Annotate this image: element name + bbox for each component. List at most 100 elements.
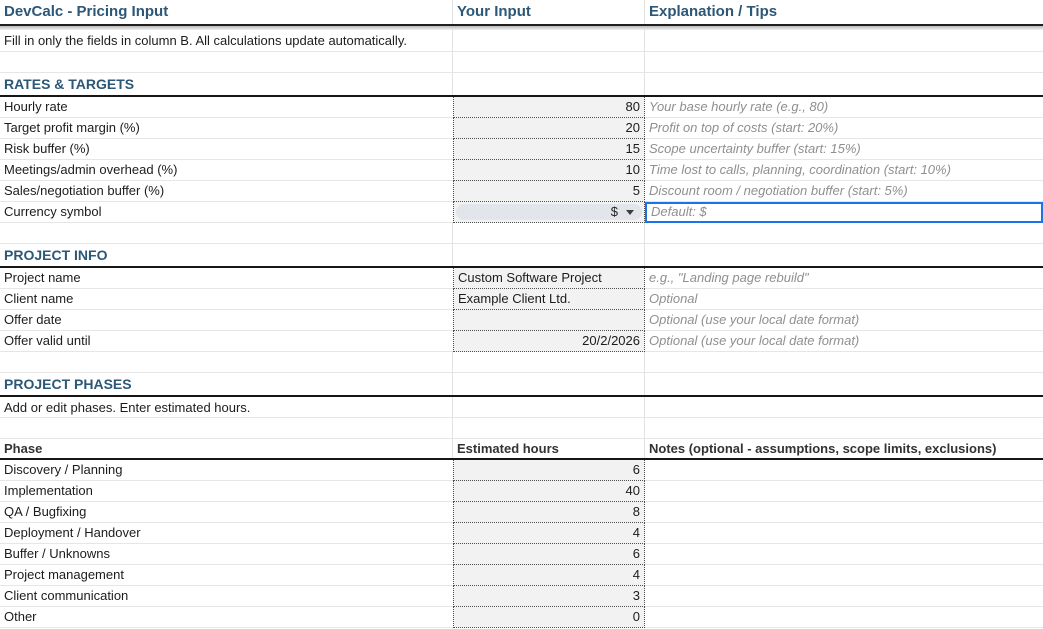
row-hourly-rate: Hourly rate 80 Your base hourly rate (e.…: [0, 97, 1043, 118]
chevron-down-icon: [626, 209, 634, 215]
input-target-profit-margin[interactable]: 20: [453, 118, 645, 139]
input-hours-buffer-unknowns[interactable]: 6: [453, 544, 645, 565]
empty-cell: [453, 397, 645, 417]
input-offer-date[interactable]: [453, 310, 645, 331]
empty-cell: [453, 352, 645, 372]
row-risk-buffer: Risk buffer (%) 15 Scope uncertainty buf…: [0, 139, 1043, 160]
tip-text: Optional (use your local date format): [645, 331, 1043, 352]
section-title: RATES & TARGETS: [0, 73, 453, 95]
spacer-row: [0, 352, 1043, 373]
input-project-name[interactable]: Custom Software Project: [453, 268, 645, 289]
spacer-row: [0, 52, 1043, 73]
empty-cell: [645, 30, 1043, 51]
notes-cell[interactable]: [645, 481, 1043, 502]
phase-label: Deployment / Handover: [0, 523, 453, 544]
row-sales-negotiation-buffer: Sales/negotiation buffer (%) 5 Discount …: [0, 181, 1043, 202]
row-phase-project-management: Project management 4: [0, 565, 1043, 586]
row-label: Meetings/admin overhead (%): [0, 160, 453, 181]
tip-text: Your base hourly rate (e.g., 80): [645, 97, 1043, 118]
row-currency-symbol: Currency symbol $ Default: $: [0, 202, 1043, 223]
phase-label: QA / Bugfixing: [0, 502, 453, 523]
notes-cell[interactable]: [645, 565, 1043, 586]
input-risk-buffer[interactable]: 15: [453, 139, 645, 160]
tip-text: e.g., "Landing page rebuild": [645, 268, 1043, 289]
section-title: PROJECT PHASES: [0, 373, 453, 395]
phase-label: Client communication: [0, 586, 453, 607]
row-phase-client-communication: Client communication 3: [0, 586, 1043, 607]
row-label: Project name: [0, 268, 453, 289]
empty-cell: [0, 223, 453, 243]
row-phase-other: Other 0: [0, 607, 1043, 628]
row-label: Offer valid until: [0, 331, 453, 352]
empty-cell: [645, 244, 1043, 266]
row-label: Risk buffer (%): [0, 139, 453, 160]
header-row: DevCalc - Pricing Input Your Input Expla…: [0, 0, 1043, 26]
input-meetings-admin-overhead[interactable]: 10: [453, 160, 645, 181]
row-phase-buffer-unknowns: Buffer / Unknowns 6: [0, 544, 1043, 565]
phases-table-header: Phase Estimated hours Notes (optional - …: [0, 439, 1043, 460]
row-phase-implementation: Implementation 40: [0, 481, 1043, 502]
empty-cell: [645, 223, 1043, 243]
notes-cell[interactable]: [645, 523, 1043, 544]
tip-text: Discount room / negotiation buffer (star…: [645, 181, 1043, 202]
notes-cell[interactable]: [645, 544, 1043, 565]
tip-text: Optional (use your local date format): [645, 310, 1043, 331]
row-phase-qa-bugfixing: QA / Bugfixing 8: [0, 502, 1043, 523]
row-label: Sales/negotiation buffer (%): [0, 181, 453, 202]
phase-label: Other: [0, 607, 453, 628]
spacer-row: [0, 223, 1043, 244]
row-label: Target profit margin (%): [0, 118, 453, 139]
input-hours-deployment-handover[interactable]: 4: [453, 523, 645, 544]
input-hours-qa-bugfixing[interactable]: 8: [453, 502, 645, 523]
row-offer-valid-until: Offer valid until 20/2/2026 Optional (us…: [0, 331, 1043, 352]
empty-cell: [0, 418, 453, 438]
input-hours-other[interactable]: 0: [453, 607, 645, 628]
phase-label: Buffer / Unknowns: [0, 544, 453, 565]
row-client-name: Client name Example Client Ltd. Optional: [0, 289, 1043, 310]
input-hours-client-communication[interactable]: 3: [453, 586, 645, 607]
input-hours-discovery-planning[interactable]: 6: [453, 460, 645, 481]
empty-cell: [645, 352, 1043, 372]
tip-text: Time lost to calls, planning, coordinati…: [645, 160, 1043, 181]
section-title: PROJECT INFO: [0, 244, 453, 266]
notes-cell[interactable]: [645, 586, 1043, 607]
input-hourly-rate[interactable]: 80: [453, 97, 645, 118]
notes-cell[interactable]: [645, 607, 1043, 628]
column-header-your-input: Your Input: [453, 0, 645, 24]
row-label: Client name: [0, 289, 453, 310]
empty-cell: [645, 397, 1043, 417]
intro-text: Fill in only the fields in column B. All…: [0, 30, 453, 51]
row-label: Currency symbol: [0, 202, 453, 223]
empty-cell: [0, 352, 453, 372]
column-header-estimated-hours: Estimated hours: [453, 439, 645, 458]
input-client-name[interactable]: Example Client Ltd.: [453, 289, 645, 310]
phase-label: Project management: [0, 565, 453, 586]
row-label: Offer date: [0, 310, 453, 331]
phases-subtitle-row: Add or edit phases. Enter estimated hour…: [0, 397, 1043, 418]
empty-cell: [645, 52, 1043, 72]
input-sales-negotiation-buffer[interactable]: 5: [453, 181, 645, 202]
section-project-info: PROJECT INFO: [0, 244, 1043, 268]
currency-cell[interactable]: $: [453, 202, 645, 223]
intro-row: Fill in only the fields in column B. All…: [0, 30, 1043, 52]
currency-value: $: [610, 204, 618, 219]
column-header-phase: Phase: [0, 439, 453, 458]
row-offer-date: Offer date Optional (use your local date…: [0, 310, 1043, 331]
input-hours-project-management[interactable]: 4: [453, 565, 645, 586]
row-phase-deployment-handover: Deployment / Handover 4: [0, 523, 1043, 544]
empty-cell: [453, 418, 645, 438]
tip-text: Optional: [645, 289, 1043, 310]
section-project-phases: PROJECT PHASES: [0, 373, 1043, 397]
notes-cell[interactable]: [645, 460, 1043, 481]
row-phase-discovery-planning: Discovery / Planning 6: [0, 460, 1043, 481]
empty-cell: [453, 244, 645, 266]
notes-cell[interactable]: [645, 502, 1043, 523]
input-offer-valid-until[interactable]: 20/2/2026: [453, 331, 645, 352]
selected-cell-currency-tip[interactable]: Default: $: [645, 202, 1043, 223]
spacer-row: [0, 418, 1043, 439]
phases-subtitle: Add or edit phases. Enter estimated hour…: [0, 397, 453, 417]
tip-text: Profit on top of costs (start: 20%): [645, 118, 1043, 139]
input-hours-implementation[interactable]: 40: [453, 481, 645, 502]
currency-dropdown[interactable]: $: [456, 204, 642, 220]
